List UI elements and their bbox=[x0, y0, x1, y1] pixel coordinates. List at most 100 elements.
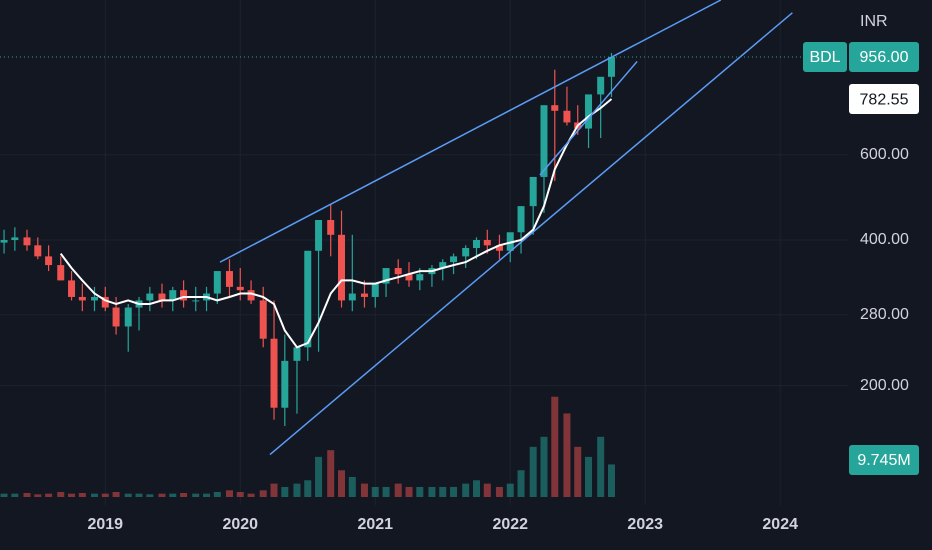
candle-body bbox=[585, 94, 593, 129]
y-tick-label: 600.00 bbox=[860, 146, 909, 163]
volume-bar bbox=[382, 486, 390, 497]
volume-box bbox=[849, 445, 919, 475]
candle-body bbox=[315, 219, 323, 251]
candle-body bbox=[57, 265, 65, 281]
candle-body bbox=[382, 268, 390, 284]
candle-body bbox=[517, 206, 525, 233]
candle-body bbox=[112, 307, 120, 327]
symbol-label: BDL bbox=[809, 49, 840, 66]
volume-bar bbox=[135, 493, 143, 497]
volume-bar bbox=[495, 486, 503, 497]
volume-bar bbox=[192, 493, 200, 497]
x-tick-label: 2023 bbox=[627, 516, 663, 533]
volume-bar bbox=[371, 486, 379, 497]
volume-bar bbox=[416, 486, 424, 497]
volume-bar bbox=[270, 483, 278, 497]
candle-body bbox=[236, 286, 244, 291]
candle-body bbox=[158, 293, 166, 301]
volume-bar bbox=[506, 483, 514, 497]
y-tick-label: 200.00 bbox=[860, 377, 909, 394]
candle-body bbox=[101, 296, 109, 308]
volume-bar bbox=[247, 493, 255, 497]
candle-body bbox=[450, 256, 458, 263]
volume-bar bbox=[34, 494, 42, 497]
y-tick-label: 400.00 bbox=[860, 231, 909, 248]
candle-body bbox=[68, 280, 76, 297]
volume-bar bbox=[293, 483, 301, 497]
candle-body bbox=[146, 293, 154, 301]
candle-body bbox=[225, 271, 233, 287]
volume-bar bbox=[338, 470, 346, 497]
volume-bar bbox=[428, 486, 436, 497]
trendline bbox=[219, 0, 722, 263]
candle-body bbox=[304, 250, 312, 348]
candle-body bbox=[327, 219, 335, 235]
candle-body bbox=[338, 234, 346, 301]
volume-bar bbox=[281, 486, 289, 497]
candle-body bbox=[462, 248, 470, 257]
candle-body bbox=[78, 296, 86, 301]
ma-box bbox=[849, 84, 919, 115]
volume-bar bbox=[23, 492, 31, 497]
candle-body bbox=[348, 293, 356, 301]
candle-body bbox=[472, 239, 480, 249]
y-tick-label: 280.00 bbox=[860, 306, 909, 323]
volume-bar bbox=[574, 446, 582, 497]
volume-bar bbox=[394, 483, 402, 497]
candle-body bbox=[483, 239, 491, 246]
volume-bar bbox=[563, 413, 571, 497]
volume-bar bbox=[158, 493, 166, 497]
volume-bar bbox=[327, 450, 335, 497]
candle-body bbox=[371, 283, 379, 297]
volume-bar bbox=[517, 470, 525, 497]
price-label: 956.00 bbox=[860, 49, 909, 66]
price-box bbox=[849, 41, 919, 72]
candle-body bbox=[416, 274, 424, 281]
volume-bar bbox=[529, 446, 537, 497]
currency: INR bbox=[860, 13, 888, 30]
volume-bar bbox=[315, 456, 323, 497]
candle-body bbox=[213, 271, 221, 294]
x-tick-label: 2020 bbox=[222, 516, 258, 533]
candle-body bbox=[281, 360, 289, 408]
volume-bar bbox=[483, 483, 491, 497]
candle-body bbox=[259, 300, 267, 339]
candle-body bbox=[23, 237, 31, 246]
volume-bar bbox=[450, 486, 458, 497]
candle-body bbox=[607, 56, 615, 77]
candle-body bbox=[439, 262, 447, 269]
volume-bar bbox=[180, 492, 188, 497]
volume-bar bbox=[112, 491, 120, 497]
volume-bar bbox=[540, 436, 548, 497]
trendline bbox=[539, 60, 638, 176]
candle-body bbox=[34, 245, 42, 257]
volume-bar bbox=[405, 486, 413, 497]
volume-bar bbox=[68, 493, 76, 497]
x-tick-label: 2019 bbox=[87, 516, 123, 533]
symbol-box bbox=[803, 41, 847, 72]
volume-bar bbox=[124, 493, 132, 497]
candle-body bbox=[192, 300, 200, 302]
volume-bar bbox=[462, 483, 470, 497]
volume-bar bbox=[146, 494, 154, 497]
candle-body bbox=[597, 76, 605, 95]
volume-bar bbox=[90, 493, 98, 497]
candle-body bbox=[124, 307, 132, 327]
x-tick-label: 2024 bbox=[762, 516, 798, 533]
volume-bar bbox=[304, 480, 312, 497]
volume-bar bbox=[78, 492, 86, 497]
candle-body bbox=[405, 274, 413, 281]
volume-bar bbox=[585, 456, 593, 497]
candle-body bbox=[394, 268, 402, 275]
volume-bar bbox=[11, 493, 19, 497]
candle-body bbox=[506, 232, 514, 251]
volume-bar bbox=[597, 436, 605, 497]
candle-body bbox=[45, 256, 53, 266]
candle-body bbox=[495, 245, 503, 251]
candle-body bbox=[360, 293, 368, 297]
x-tick-label: 2021 bbox=[357, 516, 393, 533]
volume-bar bbox=[439, 486, 447, 497]
candle-body bbox=[90, 296, 98, 301]
